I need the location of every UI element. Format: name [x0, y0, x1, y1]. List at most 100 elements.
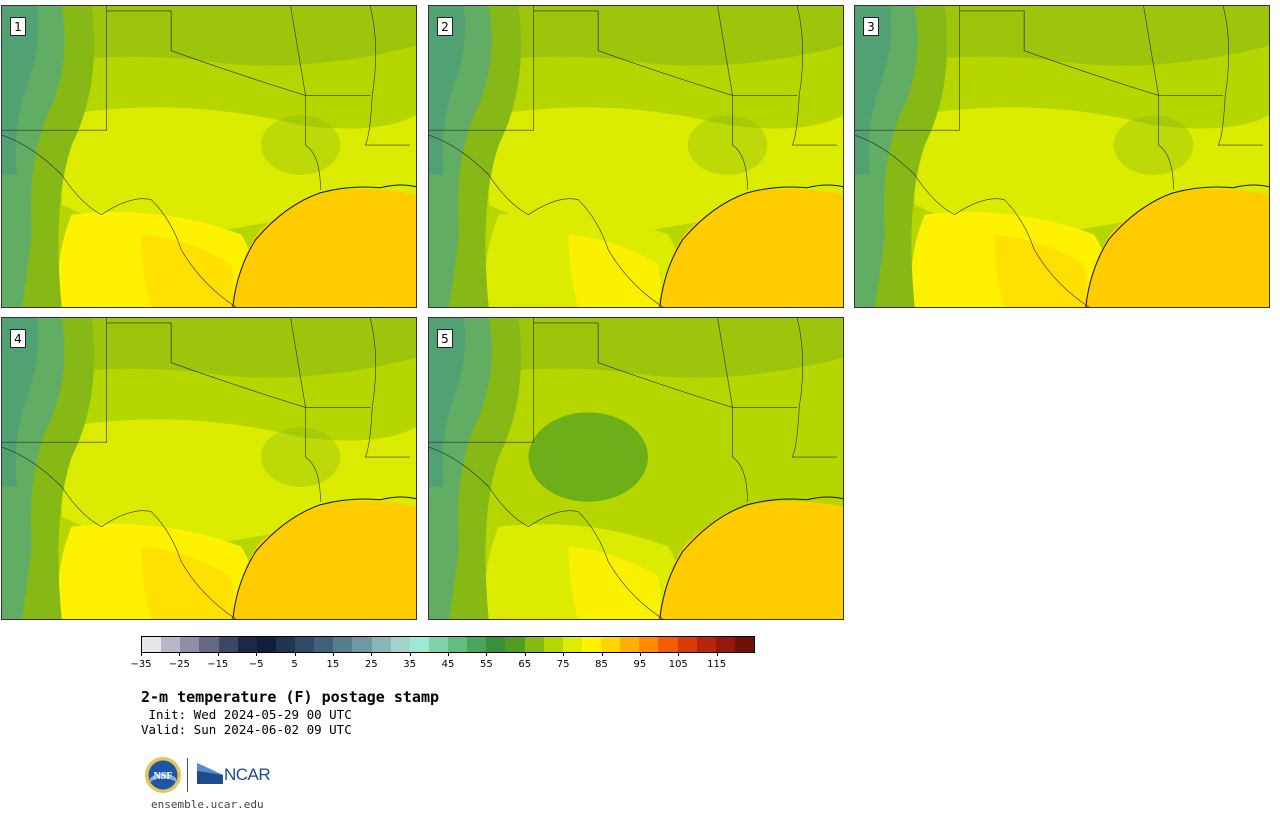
product-title: 2-m temperature (F) postage stamp [141, 688, 440, 706]
colorbar-tick [563, 652, 565, 656]
state-border [533, 322, 733, 408]
colorbar-segment [199, 637, 219, 652]
colorbar-segment [333, 637, 353, 652]
colorbar-segment [620, 637, 640, 652]
colorbar-tick-label: −5 [248, 659, 264, 670]
colorbar-tick [639, 652, 641, 656]
coastline [232, 496, 416, 619]
state-border [855, 134, 1090, 307]
colorbar-segment [409, 637, 429, 652]
state-border [959, 10, 1159, 96]
state-border [533, 10, 733, 96]
colorbar-tick [486, 652, 488, 656]
colorbar-tick-label: 35 [403, 659, 416, 670]
colorbar-tick-label: 85 [595, 659, 608, 670]
state-border [290, 318, 321, 502]
ensemble-member-panel-3[interactable]: 3 [854, 5, 1270, 308]
state-border [791, 6, 838, 146]
colorbar-segment [696, 637, 716, 652]
temperature-colorbar [141, 636, 755, 653]
colorbar-segment [448, 637, 468, 652]
logo-divider [187, 758, 188, 792]
panel-number-label: 4 [10, 329, 26, 348]
colorbar-segment [237, 637, 257, 652]
ncar-logo-text: NCAR [224, 765, 271, 784]
colorbar-tick-label: 15 [326, 659, 340, 670]
ensemble-member-panel-4[interactable]: 4 [1, 317, 417, 620]
state-border [364, 318, 411, 458]
colorbar-tick [524, 652, 526, 656]
colorbar-tick-label: 65 [518, 659, 532, 670]
state-border [717, 6, 748, 190]
colorbar-segment [428, 637, 448, 652]
colorbar-segment [180, 637, 200, 652]
colorbar-tick-label: 105 [668, 659, 688, 670]
colorbar-segment [295, 637, 315, 652]
colorbar-segment [543, 637, 563, 652]
colorbar-segment [142, 637, 162, 652]
colorbar-segment [639, 637, 659, 652]
temperature-map-2 [429, 6, 843, 307]
state-border [2, 6, 107, 131]
colorbar-segment [562, 637, 582, 652]
colorbar-segment [352, 637, 372, 652]
colorbar-tick [601, 652, 603, 656]
colorbar-tick [217, 652, 219, 656]
colorbar-segment [658, 637, 678, 652]
colorbar-tick [332, 652, 334, 656]
state-border [429, 446, 664, 619]
state-border [290, 6, 321, 190]
state-border [2, 318, 107, 443]
colorbar-tick [294, 652, 296, 656]
state-border [855, 6, 960, 131]
state-border [1143, 6, 1174, 190]
ensemble-member-panel-1[interactable]: 1 [1, 5, 417, 308]
colorbar-segment [524, 637, 544, 652]
colorbar-tick-labels: −35 −25 −15 −5 5 15 25 35 45 55 65 75 85 95 105 115 [130, 652, 755, 672]
nsf-logo-text: NSF [154, 771, 173, 782]
colorbar-tick-label: 5 [291, 659, 298, 670]
ensemble-member-panel-2[interactable]: 2 [428, 5, 844, 308]
ncar-mark-icon [197, 763, 223, 784]
coastline [232, 184, 416, 307]
temperature-map-3 [855, 6, 1269, 307]
state-border [1217, 6, 1264, 146]
colorbar-segment [390, 637, 410, 652]
coastline [659, 496, 843, 619]
colorbar-segment [275, 637, 295, 652]
colorbar-segment [467, 637, 487, 652]
colorbar-tick-label: −15 [207, 659, 229, 670]
ensemble-member-panel-5[interactable]: 5 [428, 317, 844, 620]
colorbar-tick [716, 652, 718, 656]
colorbar-tick-label: −35 [130, 659, 152, 670]
colorbar-tick [678, 652, 680, 656]
state-border [429, 134, 664, 307]
colorbar-segment [677, 637, 697, 652]
nsf-logo: NSF [145, 757, 181, 793]
colorbar-segment [601, 637, 621, 652]
temperature-map-4 [2, 318, 416, 619]
colorbar-tick [448, 652, 449, 656]
colorbar-tick-label: 95 [633, 659, 647, 670]
colorbar-segment [581, 637, 601, 652]
colorbar-segment [371, 637, 391, 652]
colorbar-tick [141, 652, 142, 656]
colorbar-tick-label: 75 [556, 659, 570, 670]
temperature-map-5 [429, 318, 843, 619]
panel-number-label: 5 [437, 329, 453, 348]
valid-time: Valid: Sun 2024-06-02 09 UTC [141, 722, 352, 737]
colorbar-segment [314, 637, 334, 652]
colorbar-tick [179, 652, 181, 656]
colorbar-tick-label: 55 [480, 659, 493, 670]
colorbar-segment [486, 637, 506, 652]
temperature-map-1 [2, 6, 416, 307]
colorbar-segment [505, 637, 525, 652]
state-border [717, 318, 748, 502]
panel-number-label: 3 [863, 17, 879, 36]
colorbar-tick-label: 25 [364, 659, 378, 670]
site-url[interactable]: ensemble.ucar.edu [151, 798, 264, 811]
coastline [1085, 184, 1269, 307]
colorbar-tick-label: 115 [707, 659, 727, 670]
coastline [659, 184, 843, 307]
colorbar-tick-label: −25 [168, 659, 190, 670]
